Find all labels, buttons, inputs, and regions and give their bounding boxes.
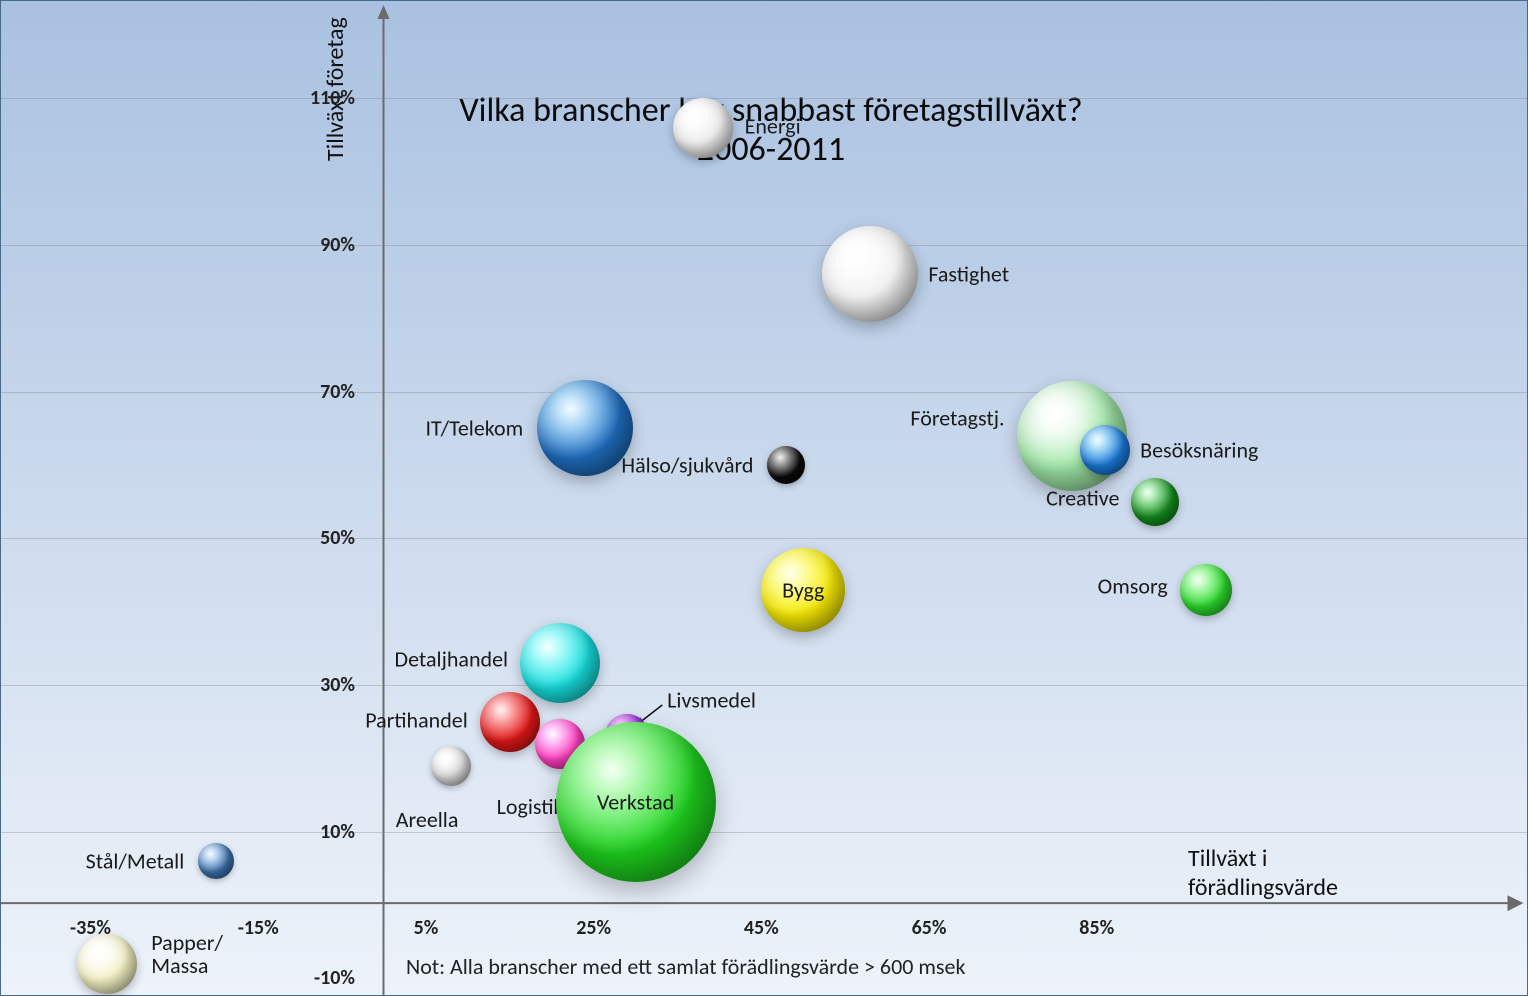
bubble-it-telekom	[537, 380, 633, 476]
x-tick-label: -15%	[238, 916, 279, 940]
bubble-label-omsorg: Omsorg	[1098, 574, 1168, 597]
y-tick-label: 50%	[320, 526, 355, 550]
bubble-detaljhandel	[520, 623, 600, 703]
gridline	[1, 685, 1527, 686]
y-tick-label: -10%	[314, 966, 355, 990]
bubble-label-energi: Energi	[745, 114, 801, 137]
x-tick-label: 45%	[744, 916, 779, 940]
bubble-partihandel	[480, 692, 540, 752]
bubble-label-stal-metall: Stål/Metall	[86, 849, 185, 872]
gridline	[1, 98, 1527, 99]
y-tick-label: 70%	[320, 380, 355, 404]
bubble-label-creative: Creative	[1046, 486, 1119, 509]
bubble-label-fastighet: Fastighet	[928, 263, 1009, 286]
bubble-energi	[673, 98, 733, 158]
gridline	[1, 245, 1527, 246]
bubble-label-foretagstj: Företagstj.	[910, 406, 1004, 429]
bubble-omsorg	[1180, 564, 1232, 616]
x-tick-label: 85%	[1079, 916, 1114, 940]
gridline	[1, 832, 1527, 833]
bubble-label-livsmedel: Livsmedel	[667, 689, 756, 712]
bubble-papper-massa	[77, 934, 137, 994]
gridline	[1, 538, 1527, 539]
bubble-label-partihandel: Partihandel	[365, 708, 468, 731]
x-tick-label: 65%	[912, 916, 947, 940]
x-tick-label: 25%	[576, 916, 611, 940]
overlay-layer: -35%-15%5%25%45%65%85%-10%10%30%50%70%90…	[1, 1, 1527, 995]
bubble-fastighet	[822, 226, 918, 322]
y-tick-label: 30%	[320, 673, 355, 697]
bubble-label-bygg: Bygg	[782, 578, 824, 601]
bubble-label-besoksnaring: Besöksnäring	[1140, 439, 1258, 462]
bubble-label-areella: Areella	[396, 808, 459, 831]
x-tick-label: 5%	[414, 916, 439, 940]
gridline	[1, 392, 1527, 393]
bubble-label-detaljhandel: Detaljhandel	[395, 647, 509, 670]
bubble-label-logistik: Logistik	[497, 795, 564, 818]
bubble-stal-metall	[198, 843, 234, 879]
bubble-besoksnaring	[1080, 425, 1130, 475]
bubble-chart: Vilka branscher har snabbast företagstil…	[0, 0, 1528, 996]
y-tick-label: 10%	[320, 820, 355, 844]
bubble-label-verkstad: Verkstad	[597, 791, 674, 814]
bubble-label-halso: Hälso/sjukvård	[621, 453, 753, 476]
bubble-creative	[1131, 478, 1179, 526]
bubble-halso	[767, 446, 805, 484]
y-tick-label: 110%	[310, 86, 355, 110]
y-tick-label: 90%	[320, 233, 355, 257]
bubble-label-it-telekom: IT/Telekom	[425, 417, 523, 440]
bubble-label-papper-massa: Papper/Massa	[151, 931, 223, 977]
bubble-areella	[431, 746, 471, 786]
